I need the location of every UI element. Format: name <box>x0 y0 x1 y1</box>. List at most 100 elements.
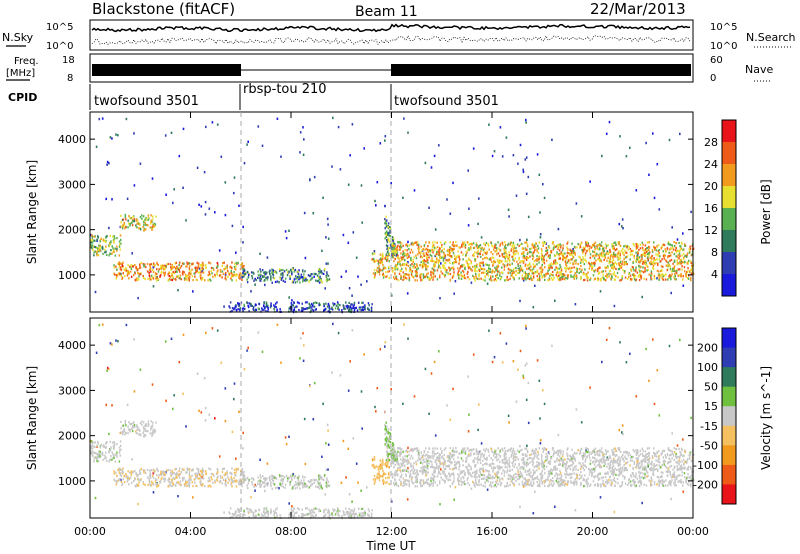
echo-cell <box>168 277 171 280</box>
echo-cell <box>313 305 316 308</box>
echo-cell <box>139 470 141 473</box>
echo-cell <box>95 452 97 455</box>
echo-cell <box>436 253 438 256</box>
echo-cell <box>143 229 145 232</box>
echo-cell <box>360 309 362 312</box>
echo-cell <box>122 430 124 433</box>
echo-cell <box>311 302 313 305</box>
echo-cell <box>347 305 350 308</box>
echo-cell <box>522 260 524 263</box>
noise-echo <box>519 505 521 509</box>
echo-cell <box>237 467 239 470</box>
echo-cell <box>563 256 565 260</box>
echo-cell <box>239 513 242 516</box>
echo-cell <box>528 267 531 270</box>
echo-cell <box>353 514 356 517</box>
echo-cell <box>290 476 293 480</box>
echo-cell <box>178 483 180 486</box>
echo-cell <box>97 254 100 257</box>
echo-cell <box>312 515 315 518</box>
noise-echo <box>284 230 287 233</box>
echo-cell <box>419 252 422 255</box>
echo-cell <box>282 479 284 483</box>
echo-cell <box>90 241 92 244</box>
echo-cell <box>436 246 439 249</box>
noise-echo <box>133 184 136 187</box>
noise-echo <box>327 468 329 471</box>
echo-cell <box>679 255 681 258</box>
echo-cell <box>414 274 417 277</box>
echo-cell <box>434 269 436 272</box>
echo-cell <box>400 258 403 261</box>
echo-cell <box>328 484 331 487</box>
echo-cell <box>182 468 184 471</box>
echo-cell <box>398 260 400 263</box>
echo-cell <box>174 473 177 476</box>
echo-cell <box>669 259 671 262</box>
echo-cell <box>260 476 262 479</box>
echo-cell <box>503 241 506 244</box>
echo-cell <box>396 248 399 252</box>
echo-cell <box>142 276 145 279</box>
echo-cell <box>679 262 681 265</box>
echo-cell <box>321 272 323 275</box>
echo-cell <box>138 428 140 432</box>
echo-cell <box>195 266 197 269</box>
freq-right-tick-bottom: 0 <box>710 73 716 84</box>
echo-cell <box>351 307 353 310</box>
echo-cell <box>231 515 233 518</box>
echo-cell <box>143 427 145 430</box>
echo-cell <box>353 306 356 310</box>
noise-echo <box>347 447 350 450</box>
echo-cell <box>160 478 163 481</box>
echo-cell <box>613 271 616 274</box>
noise-echo <box>478 244 481 248</box>
noise-echo <box>198 203 200 206</box>
echo-cell <box>374 271 376 275</box>
echo-cell <box>574 272 576 275</box>
echo-cell <box>423 264 425 267</box>
echo-cell <box>608 275 610 278</box>
noise-echo <box>384 135 387 138</box>
echo-cell <box>643 249 646 252</box>
echo-cell <box>593 270 596 273</box>
echo-cell <box>482 253 484 256</box>
noise-echo <box>406 498 409 501</box>
echo-cell <box>416 264 418 267</box>
echo-cell <box>291 479 293 482</box>
echo-cell <box>318 281 321 284</box>
echo-cell <box>597 248 599 251</box>
noise-echo <box>430 166 433 169</box>
noise-echo <box>325 468 328 471</box>
echo-cell <box>402 271 404 274</box>
echo-cell <box>306 301 308 304</box>
echo-cell <box>174 476 177 479</box>
echo-cell <box>423 244 426 247</box>
echo-cell <box>614 261 616 264</box>
noise-echo <box>613 510 616 514</box>
echo-cell <box>526 274 529 277</box>
echo-cell <box>118 243 121 246</box>
echo-cell <box>185 471 187 474</box>
echo-cell <box>607 251 609 255</box>
echo-cell <box>235 304 237 307</box>
echo-cell <box>390 245 392 248</box>
echo-cell <box>524 277 526 280</box>
echo-cell <box>535 246 537 249</box>
echo-cell <box>143 221 145 224</box>
noise-echo <box>351 329 354 332</box>
echo-cell <box>199 481 202 484</box>
noise-echo <box>621 218 624 221</box>
echo-cell <box>373 276 376 279</box>
noise-echo <box>653 196 656 200</box>
echo-cell <box>147 214 150 217</box>
echo-cell <box>123 475 125 478</box>
echo-cell <box>473 277 475 281</box>
echo-cell <box>325 278 328 282</box>
echo-cell <box>233 262 236 265</box>
echo-cell <box>400 246 403 249</box>
echo-cell <box>668 251 670 254</box>
echo-cell <box>613 273 616 276</box>
echo-cell <box>396 268 399 271</box>
echo-cell <box>517 272 519 275</box>
